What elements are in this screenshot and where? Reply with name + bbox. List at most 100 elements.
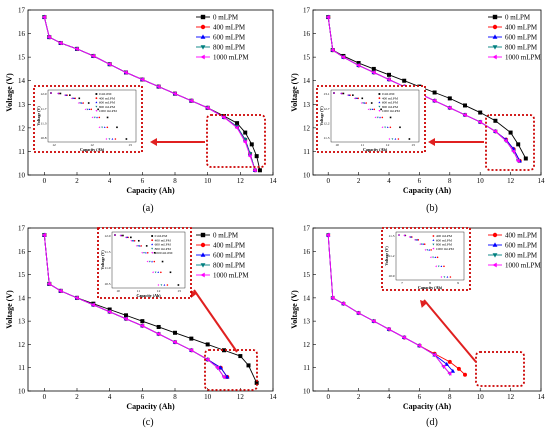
inset-point: [125, 138, 128, 140]
data-point: [205, 357, 210, 362]
legend-label: 600 mLPM: [505, 34, 538, 42]
inset-point: [365, 102, 368, 104]
inset-border: [97, 227, 192, 299]
inset-y-label: Voltage (V): [319, 106, 324, 126]
data-point: [341, 301, 345, 306]
inset-legend-marker: [95, 93, 98, 95]
inset-point: [381, 116, 384, 119]
inset-legend-label: 800 mLPM: [382, 105, 399, 109]
y-tick-label: 12: [18, 341, 26, 349]
inset-y-tick: 11.7: [41, 107, 47, 111]
data-point: [225, 374, 230, 379]
inset-legend-marker: [432, 235, 435, 237]
inset: 12.0 11.5 11.0 10.5 10 11 12 13 Capacity (Ah) Vol…: [97, 227, 192, 299]
inset-y-tick: 12.7: [323, 107, 329, 111]
data-point: [254, 380, 259, 385]
inset-point: [135, 245, 138, 247]
inset-point: [87, 102, 90, 104]
inset-point: [86, 108, 89, 111]
inset-legend-label: 800 mLPM: [155, 247, 172, 251]
inset-point: [381, 126, 384, 129]
data-point: [205, 105, 210, 111]
data-point: [139, 323, 144, 328]
data-point: [107, 62, 112, 67]
inset-point: [152, 271, 154, 274]
inset-point: [98, 126, 101, 129]
inset-x-tick: 8: [429, 281, 431, 285]
x-axis-label: Capacity (Ah): [126, 186, 175, 195]
panel-d: 0 2 4 6 8 10 12 14 10 11 12 13 14 15 16 17 Capacity (Ah)…: [290, 225, 545, 429]
x-tick-label: 14: [538, 177, 546, 185]
inset-y-tick: 10.5: [104, 282, 110, 286]
inset-y-tick: 10.9: [388, 274, 394, 278]
inset-point: [93, 116, 96, 119]
data-point: [387, 72, 391, 77]
inset-point: [103, 126, 106, 128]
inset-point: [342, 92, 345, 95]
data-point: [172, 91, 177, 96]
legend-marker: [200, 24, 206, 30]
inset-legend-label: 1000 mLPM: [436, 247, 455, 251]
x-tick-label: 4: [108, 177, 112, 185]
inset-y-tick: 11.5: [105, 250, 111, 254]
data-point: [90, 302, 95, 308]
y-tick-label: 15: [303, 271, 311, 279]
inset-point: [371, 108, 374, 110]
data-point: [205, 342, 210, 347]
inset-point: [374, 116, 377, 119]
data-point: [124, 313, 128, 318]
legend-label: 400 mLPM: [505, 232, 538, 240]
inset-point: [432, 256, 434, 259]
data-point: [46, 281, 51, 287]
legend-marker: [200, 232, 206, 238]
inset-legend-label: 400 mLPM: [382, 96, 399, 100]
data-point: [493, 118, 498, 123]
inset-point: [403, 234, 405, 237]
inset-point: [91, 116, 94, 119]
y-tick-label: 15: [18, 54, 26, 62]
inset-point: [141, 251, 143, 254]
x-tick-label: 10: [204, 393, 212, 401]
data-point: [447, 105, 452, 111]
x-tick-label: 12: [507, 177, 515, 185]
data-point: [235, 121, 240, 126]
data-point: [356, 310, 361, 316]
series-line: [43, 234, 225, 378]
x-tick-label: 8: [173, 393, 177, 401]
inset-legend-label: 400 mLPM: [436, 234, 453, 238]
inset-legend-label: 600 mLPM: [436, 238, 453, 242]
inset-point: [111, 138, 114, 140]
data-point: [215, 365, 220, 370]
x-tick-label: 12: [237, 177, 245, 185]
zoom-arrow: [423, 299, 477, 363]
inset-point: [379, 116, 381, 119]
inset-point: [146, 251, 149, 254]
panel-c: 0 2 4 6 8 10 12 14 10 11 12 13 14 15 16 17 Capacity (Ah)…: [5, 225, 277, 429]
inset-legend-label: 1000 mLPM: [382, 109, 401, 113]
data-point: [516, 142, 521, 147]
legend-label: 0 mLPM: [213, 14, 239, 22]
legend-label: 1000 mLPM: [213, 272, 249, 280]
inset-legend-marker: [95, 105, 98, 108]
inset-point: [443, 276, 446, 278]
inset-point: [137, 245, 140, 247]
data-point: [447, 359, 452, 364]
inset-x-label: Capacity (Ah): [363, 147, 388, 152]
inset-point: [440, 276, 443, 278]
inset-point: [353, 97, 356, 100]
zoom-arrow-head: [420, 300, 428, 308]
x-tick-label: 2: [75, 177, 79, 185]
inset-point: [96, 116, 98, 119]
data-point: [254, 154, 259, 159]
y-tick-label: 14: [18, 77, 26, 85]
inset-point: [130, 239, 132, 242]
inset-legend-label: 1000 mLPM: [155, 251, 174, 255]
y-tick-label: 15: [18, 271, 26, 279]
legend-marker: [200, 252, 206, 257]
inset-legend-marker: [378, 109, 381, 112]
y-tick-label: 11: [18, 148, 25, 156]
inset-point: [108, 138, 111, 140]
inset-point: [384, 126, 386, 129]
data-point: [46, 34, 51, 40]
highlight-box: [204, 349, 258, 391]
